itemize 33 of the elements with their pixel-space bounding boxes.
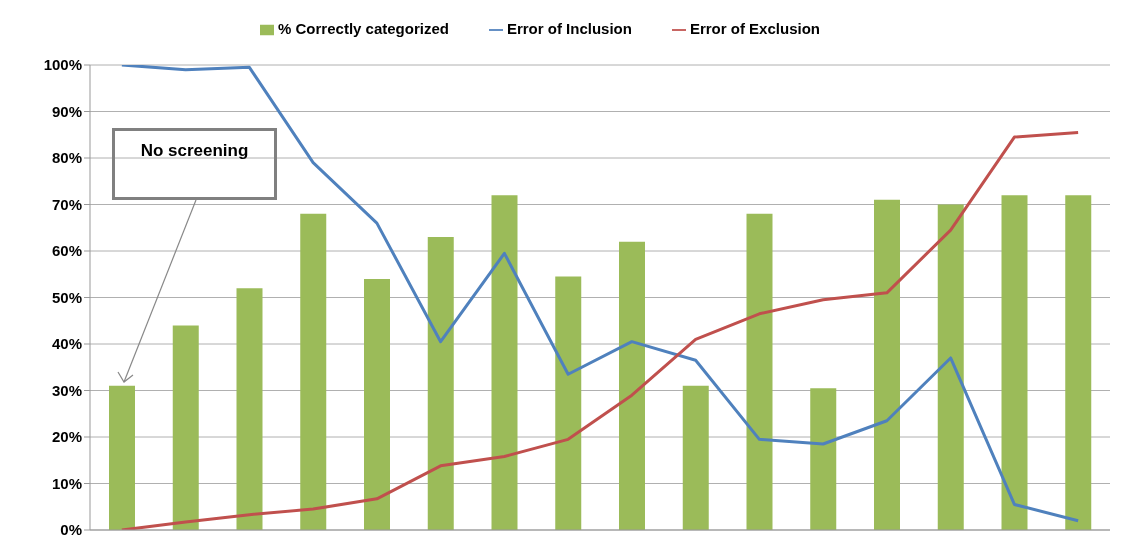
bar (619, 241, 645, 530)
bar (109, 385, 135, 530)
y-tick-label: 30% (51, 381, 82, 399)
y-tick-label: 100% (43, 56, 82, 74)
bar (364, 278, 390, 530)
bar (555, 276, 582, 530)
bar (300, 213, 327, 530)
line-series (120, 130, 1080, 530)
bar (172, 325, 199, 530)
bar (491, 195, 518, 530)
bar (937, 204, 964, 530)
annotation: No screening (112, 128, 277, 200)
bar (236, 288, 263, 530)
legend-label: % Correctly categorized (278, 20, 449, 37)
y-tick-label: 20% (51, 428, 82, 446)
bar (746, 213, 773, 530)
y-tick-label: 10% (51, 474, 82, 492)
bar (682, 385, 709, 530)
bar (1065, 195, 1092, 530)
y-tick-label: 40% (51, 335, 82, 353)
bar (427, 237, 454, 530)
y-tick-label: 60% (51, 242, 82, 260)
y-tick-label: 0% (60, 521, 82, 539)
legend-label: Error of Exclusion (689, 20, 820, 37)
bar (810, 388, 837, 530)
bar (874, 199, 900, 530)
line-series (120, 65, 1080, 523)
y-tick-label: 70% (51, 195, 82, 213)
y-tick-label: 50% (51, 288, 82, 306)
y-tick-label: 80% (51, 149, 82, 167)
legend-label: Error of Inclusion (506, 20, 632, 37)
y-tick-label: 90% (51, 102, 82, 120)
bar (1001, 195, 1028, 530)
